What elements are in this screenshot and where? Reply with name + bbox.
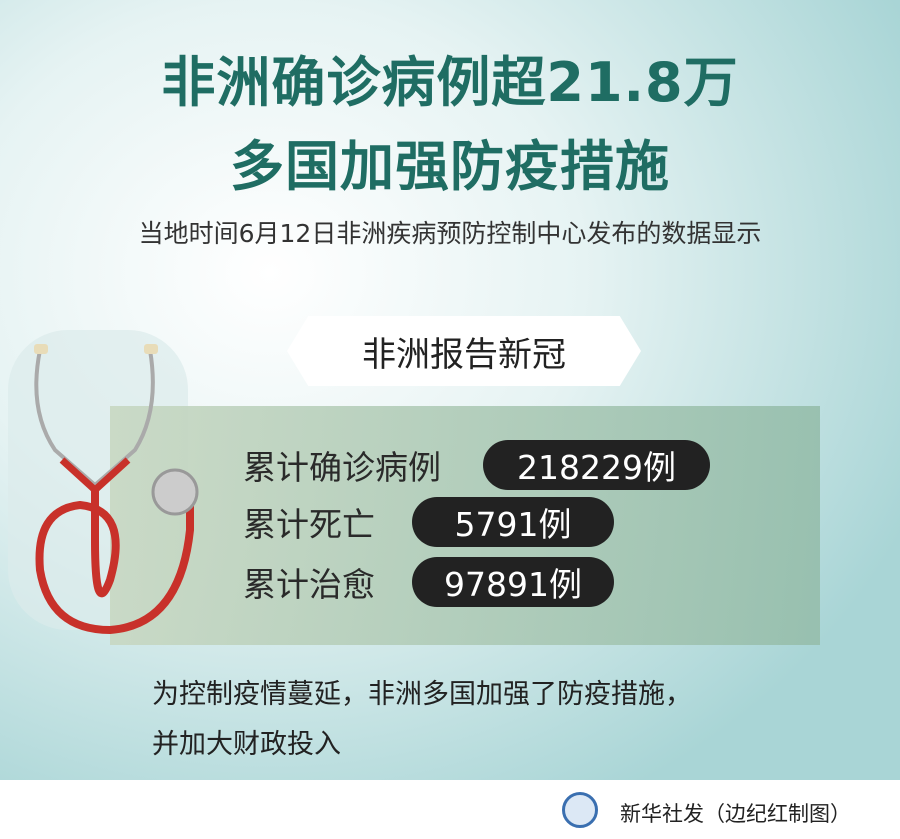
stat-row-recovered: 累计治愈 bbox=[243, 557, 375, 607]
headline-line1: 非洲确诊病例超21.8万 bbox=[161, 51, 739, 114]
stat-label: 累计确诊病例 bbox=[243, 448, 441, 487]
banner-text: 非洲报告新冠 bbox=[362, 334, 566, 375]
footer-credit: 新华社发（边纪红制图） bbox=[620, 802, 851, 826]
stat-label: 累计死亡 bbox=[243, 505, 375, 544]
body-text-line2: 并加大财政投入 bbox=[152, 729, 341, 760]
subtitle: 当地时间6月12日非洲疾病预防控制中心发布的数据显示 bbox=[138, 219, 762, 248]
headline-line2: 多国加强防疫措施 bbox=[230, 135, 670, 198]
stat-row-deaths: 累计死亡 bbox=[243, 497, 375, 547]
section-banner: 非洲报告新冠 bbox=[287, 316, 641, 386]
stat-value-recovered: 97891例 bbox=[412, 557, 614, 607]
stat-value-confirmed: 218229例 bbox=[483, 440, 710, 490]
stat-label: 累计治愈 bbox=[243, 565, 375, 604]
stat-value-deaths: 5791例 bbox=[412, 497, 614, 547]
stethoscope-icon bbox=[34, 344, 199, 635]
xinhua-logo-icon bbox=[562, 792, 598, 828]
stat-row-confirmed: 累计确诊病例 bbox=[243, 440, 441, 490]
footer bbox=[0, 780, 900, 839]
body-text-line1: 为控制疫情蔓延，非洲多国加强了防疫措施， bbox=[152, 679, 692, 710]
